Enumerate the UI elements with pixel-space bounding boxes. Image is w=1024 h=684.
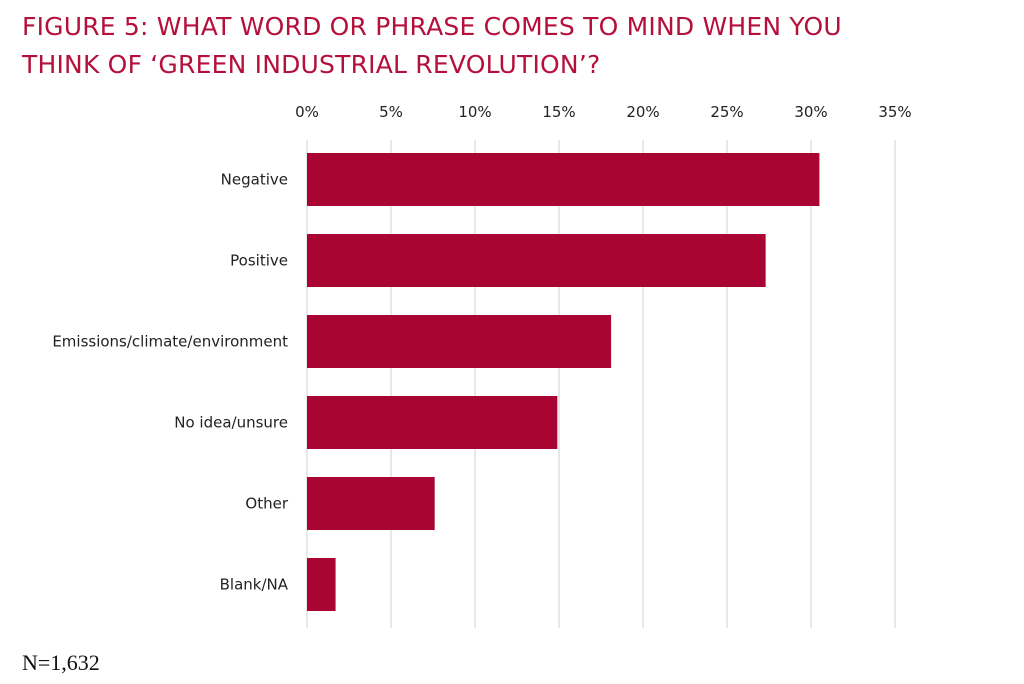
chart-title-line-1: FIGURE 5: WHAT WORD OR PHRASE COMES TO M… [22,12,842,41]
category-label: No idea/unsure [174,414,288,432]
x-tick-label: 35% [878,103,911,121]
x-tick-label: 10% [458,103,491,121]
bar [307,315,612,368]
gridlines [306,140,896,628]
sample-size-note: N=1,632 [22,650,100,675]
bar [307,477,435,530]
x-tick-label: 5% [379,103,403,121]
chart-title-line-2: THINK OF ‘GREEN INDUSTRIAL REVOLUTION’? [22,50,601,79]
category-label: Blank/NA [220,576,289,594]
category-label: Emissions/climate/environment [52,333,288,351]
x-axis-ticks: 0% 5% 10% 15% 20% 25% 30% 35% [295,103,912,121]
bar [307,234,766,287]
x-tick-label: 30% [794,103,827,121]
category-labels: Negative Positive Emissions/climate/enviro… [52,171,289,594]
bar [307,153,820,206]
x-tick-label: 25% [710,103,743,121]
bar [307,558,336,611]
x-tick-label: 15% [542,103,575,121]
bar [307,396,558,449]
x-tick-label: 0% [295,103,319,121]
x-tick-label: 20% [626,103,659,121]
bars [307,153,820,611]
chart-title: FIGURE 5: WHAT WORD OR PHRASE COMES TO M… [22,8,982,84]
category-label: Other [245,495,288,513]
category-label: Positive [230,252,288,270]
category-label: Negative [221,171,288,189]
